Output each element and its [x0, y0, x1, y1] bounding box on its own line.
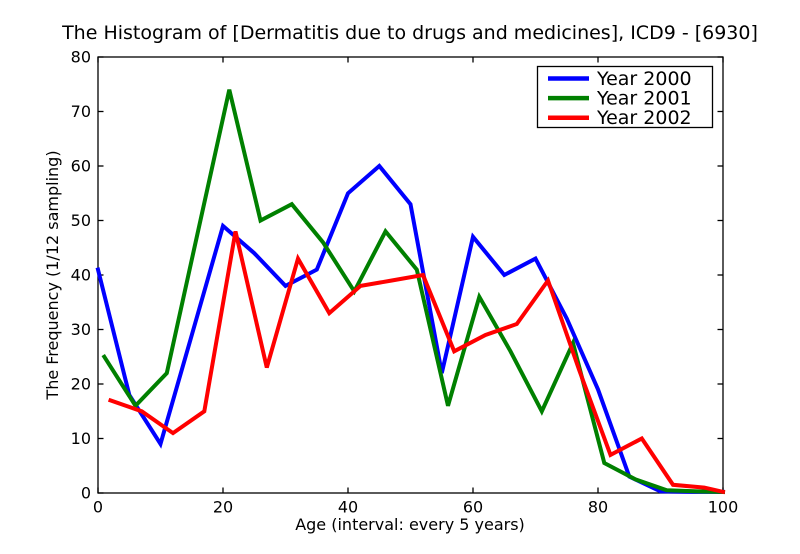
line-year-2002 — [107, 230, 726, 495]
x-tick-label: 80 — [588, 498, 608, 517]
legend-label-year-2000: Year 2000 — [596, 68, 692, 90]
y-tick-label: 50 — [71, 211, 91, 230]
x-tick-label: 40 — [338, 498, 358, 517]
y-tick-label: 30 — [71, 320, 91, 339]
x-tick-label: 20 — [213, 498, 233, 517]
line-year-2000 — [95, 163, 725, 494]
y-tick-label: 40 — [71, 266, 91, 285]
x-tick-label: 100 — [708, 498, 739, 517]
y-tick-label: 10 — [71, 429, 91, 448]
x-tick-label: 0 — [93, 498, 103, 517]
y-tick-label: 70 — [71, 102, 91, 121]
chart-title: The Histogram of [Dermatitis due to drug… — [61, 22, 758, 44]
y-tick-label: 80 — [71, 48, 91, 67]
y-axis-label: The Frequency (1/12 sampling) — [43, 150, 62, 400]
legend-label-year-2002: Year 2002 — [596, 107, 692, 129]
x-tick-label: 60 — [463, 498, 483, 517]
y-tick-label: 20 — [71, 375, 91, 394]
y-tick-label: 0 — [81, 484, 91, 503]
y-tick-label: 60 — [71, 157, 91, 176]
legend-label-year-2001: Year 2001 — [596, 88, 692, 110]
x-axis-label: Age (interval: every 5 years) — [295, 515, 525, 534]
line-year-2001 — [101, 89, 726, 494]
